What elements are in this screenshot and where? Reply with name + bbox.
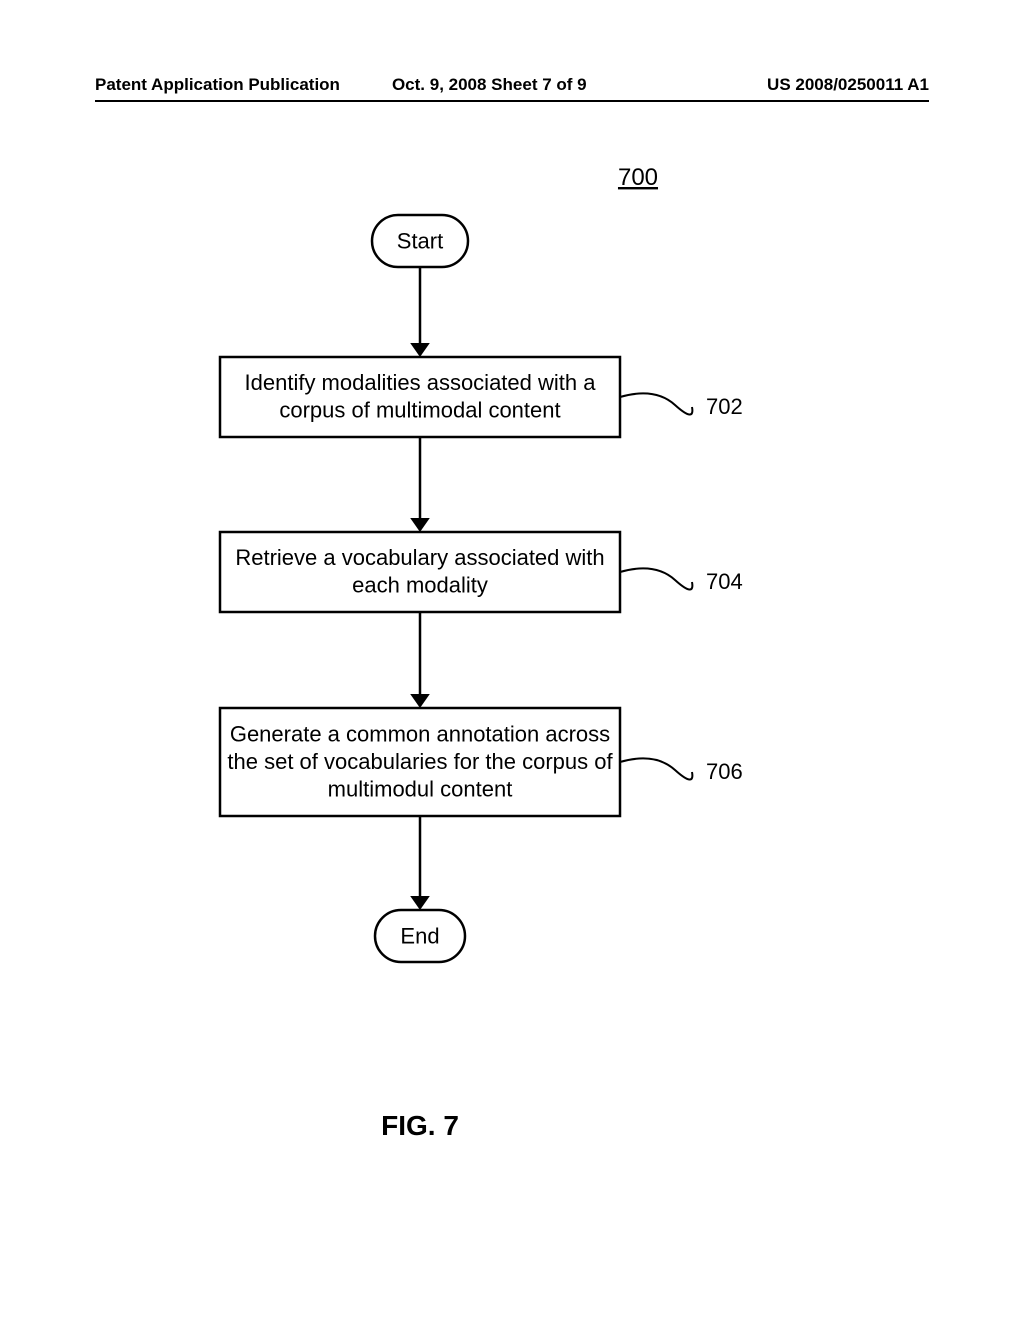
step3-ref-label: 706 [706, 759, 743, 784]
step1-line-1: corpus of multimodal content [279, 398, 560, 423]
step2-line-0: Retrieve a vocabulary associated with [235, 545, 604, 570]
arrowhead-2 [410, 694, 430, 708]
step1-ref-label: 702 [706, 394, 743, 419]
step3-line-0: Generate a common annotation across [230, 721, 610, 746]
step1-ref-line [620, 393, 692, 414]
step3-line-1: the set of vocabularies for the corpus o… [227, 749, 613, 774]
arrowhead-3 [410, 896, 430, 910]
step2-line-1: each modality [352, 573, 488, 598]
figure-number: 700 [618, 164, 658, 191]
step1-line-0: Identify modalities associated with a [245, 370, 597, 395]
arrowhead-1 [410, 518, 430, 532]
step2-ref-label: 704 [706, 569, 743, 594]
flowchart: Start Identify modalities associated with… [0, 0, 1024, 1320]
step3-line-2: multimodul content [328, 776, 513, 801]
step2-ref-line [620, 568, 692, 589]
step3-ref-line [620, 758, 692, 779]
arrowhead-0 [410, 343, 430, 357]
figure-label: FIG. 7 [381, 1110, 459, 1141]
flowchart-group: Start Identify modalities associated with… [220, 164, 743, 1141]
start-label: Start [397, 229, 443, 254]
page: Patent Application Publication Oct. 9, 2… [0, 0, 1024, 1320]
end-label: End [400, 924, 439, 949]
